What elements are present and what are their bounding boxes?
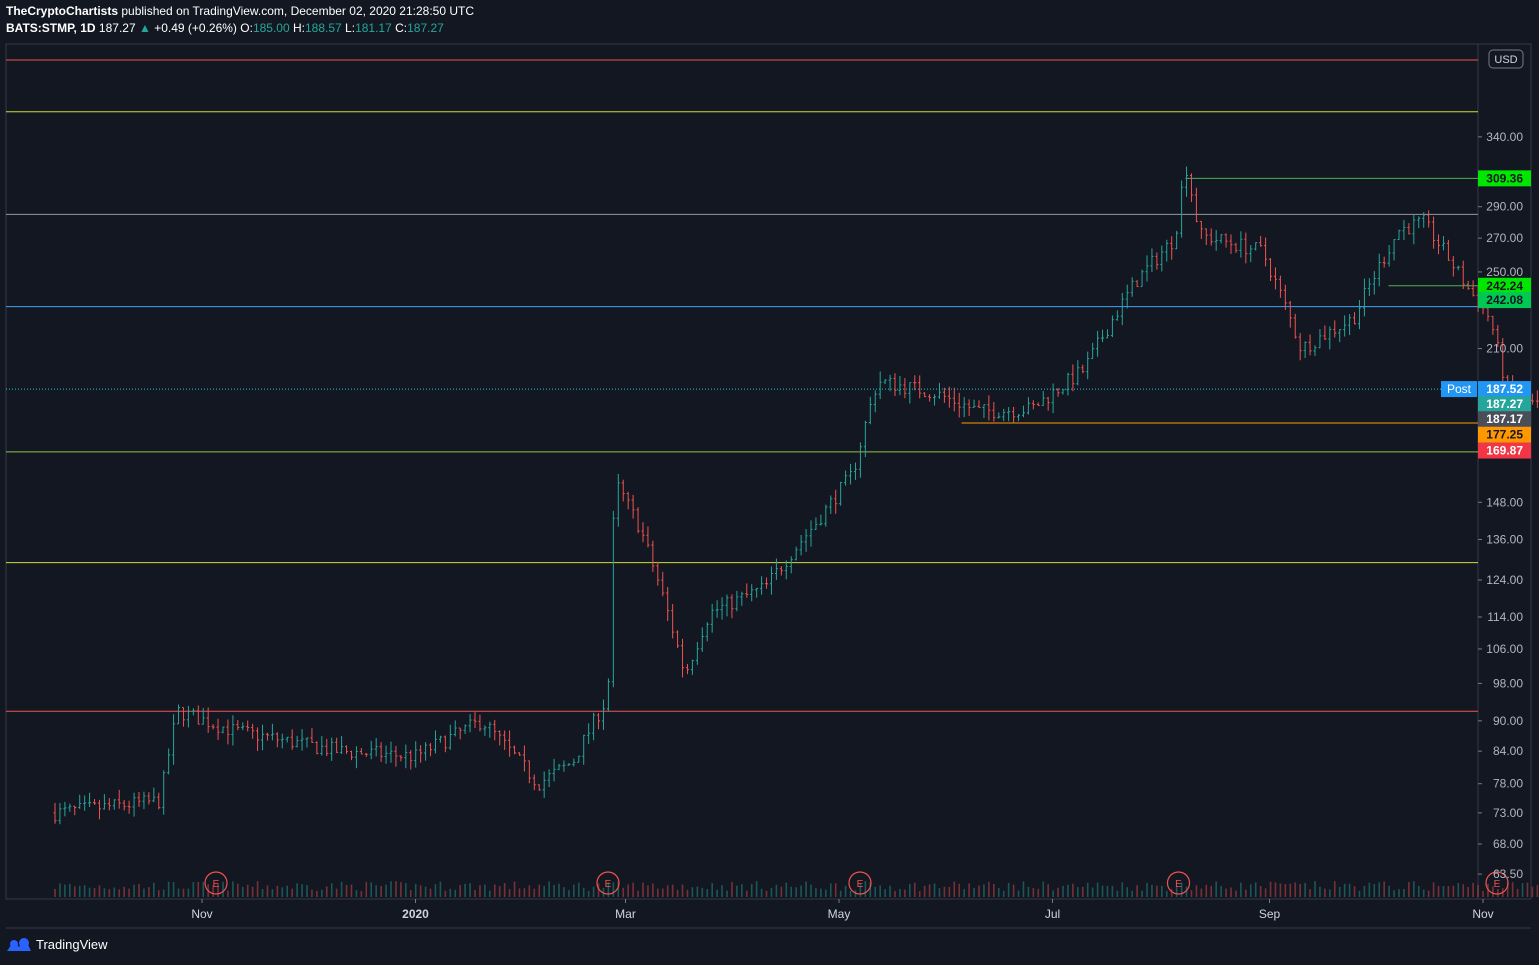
y-tick-label-14: 73.00 xyxy=(1493,806,1523,820)
close-label: C: xyxy=(395,21,408,35)
high-value: 188.57 xyxy=(305,21,342,35)
open-value: 185.00 xyxy=(252,21,290,35)
currency-label: USD xyxy=(1494,54,1517,66)
published-text: published on TradingView.com, December 0… xyxy=(121,4,475,18)
footer-brand[interactable]: TradingView xyxy=(36,936,108,952)
x-tick-label-3: May xyxy=(828,907,851,921)
earnings-label-1: E xyxy=(605,879,612,890)
earnings-label-0: E xyxy=(213,879,220,890)
earnings-marker-3[interactable] xyxy=(1166,871,1191,895)
x-tick-label-1: 2020 xyxy=(402,907,429,921)
publish-info: TheCryptoChartists published on TradingV… xyxy=(6,4,474,18)
y-tick-label-3: 250.00 xyxy=(1486,265,1523,279)
x-tick-label-2: Mar xyxy=(615,907,636,921)
high-label: H: xyxy=(293,21,305,35)
y-tick-label-13: 78.00 xyxy=(1493,777,1523,791)
y-tick-label-2: 270.00 xyxy=(1486,231,1523,245)
earnings-marker-1[interactable] xyxy=(596,871,620,895)
price-label-4: 187.27 xyxy=(1486,397,1523,411)
y-tick-label-8: 114.00 xyxy=(1487,610,1523,624)
low-label: L: xyxy=(345,21,356,35)
x-tick-label-4: Jul xyxy=(1045,907,1060,921)
post-tag-label: Post xyxy=(1447,382,1472,396)
post-tag-bg xyxy=(1441,381,1477,398)
y-tick-label-12: 84.00 xyxy=(1493,744,1523,758)
y-tick-label-4: 210.00 xyxy=(1486,342,1523,356)
y-tick-label-15: 68.00 xyxy=(1493,837,1523,851)
price-label-0: 309.36 xyxy=(1486,171,1523,185)
ohlc-legend: BATS:STMP, 1D 187.27 ▲ +0.49 (+0.26%) O:… xyxy=(6,21,444,35)
low-value: 181.17 xyxy=(355,21,392,35)
earnings-label-4: E xyxy=(1494,879,1501,890)
chart-frame xyxy=(5,43,1532,900)
price-label-1: 242.24 xyxy=(1486,279,1523,293)
earnings-marker-0[interactable] xyxy=(204,871,228,895)
price-label-bg-1 xyxy=(1478,277,1531,294)
price-label-3: 187.52 xyxy=(1486,382,1523,396)
price-label-bg-5 xyxy=(1478,411,1531,428)
y-tick-label-7: 124.00 xyxy=(1486,573,1523,587)
footer: TradingView xyxy=(6,936,108,952)
y-tick-label-0: 340.00 xyxy=(1486,130,1523,144)
close-value: 187.27 xyxy=(407,21,444,35)
y-tick-label-1: 290.00 xyxy=(1486,200,1523,214)
x-tick-label-0: Nov xyxy=(191,907,212,921)
price-label-5: 187.17 xyxy=(1486,412,1523,426)
symbol-label[interactable]: BATS:STMP, 1D xyxy=(6,21,96,35)
earnings-marker-4[interactable] xyxy=(1485,871,1509,895)
change-value: +0.49 (+0.26%) xyxy=(154,21,237,35)
x-tick-label-5: Sep xyxy=(1259,907,1281,921)
y-tick-label-6: 136.00 xyxy=(1486,532,1523,546)
price-label-bg-0 xyxy=(1478,170,1531,187)
y-tick-label-10: 98.00 xyxy=(1493,676,1523,690)
y-tick-label-11: 90.00 xyxy=(1493,714,1523,728)
price-label-bg-6 xyxy=(1478,426,1531,443)
earnings-label-3: E xyxy=(1175,879,1182,890)
currency-button[interactable] xyxy=(1488,49,1524,69)
tradingview-logo-icon[interactable] xyxy=(6,936,32,952)
price-label-6: 177.25 xyxy=(1486,428,1523,442)
author-name[interactable]: TheCryptoChartists xyxy=(6,4,119,18)
y-tick-label-16: 63.50 xyxy=(1493,867,1523,881)
price-label-bg-7 xyxy=(1478,442,1531,459)
last-price: 187.27 xyxy=(98,21,136,35)
change-arrow-icon: ▲ xyxy=(138,21,151,35)
price-label-bg-3 xyxy=(1478,381,1531,398)
earnings-marker-2[interactable] xyxy=(848,871,872,895)
price-label-7: 169.87 xyxy=(1486,444,1523,458)
open-label: O: xyxy=(240,21,253,35)
y-tick-label-9: 106.00 xyxy=(1486,642,1523,656)
price-label-2: 242.08 xyxy=(1486,293,1523,307)
x-tick-label-6: Nov xyxy=(1472,907,1493,921)
earnings-label-2: E xyxy=(857,879,864,890)
price-label-bg-4 xyxy=(1478,396,1531,413)
y-tick-label-5: 148.00 xyxy=(1486,495,1523,509)
price-label-bg-2 xyxy=(1478,292,1531,309)
